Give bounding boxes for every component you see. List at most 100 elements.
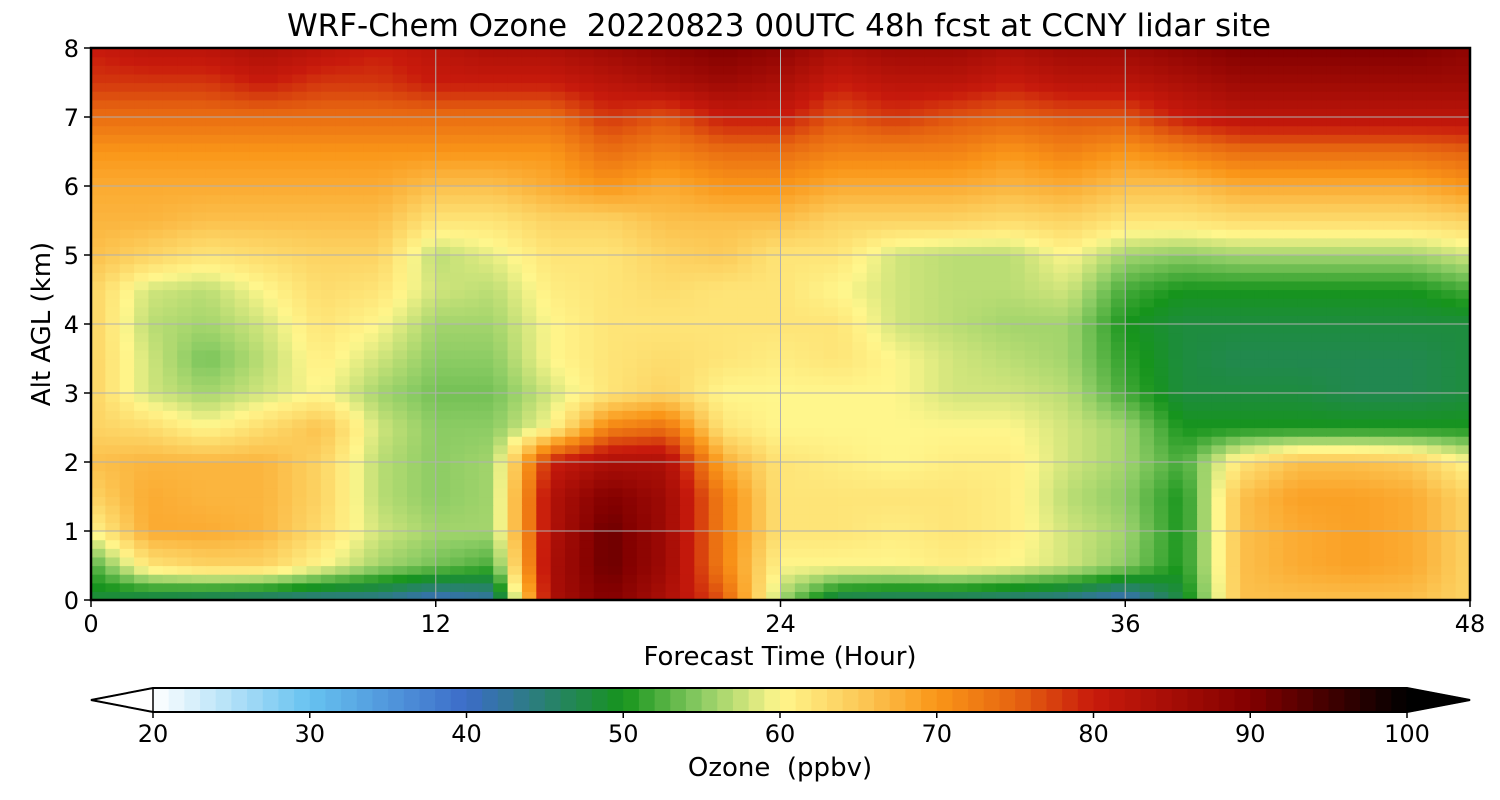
heatmap-cell bbox=[134, 142, 150, 153]
heatmap-cell bbox=[148, 220, 164, 230]
heatmap-cell bbox=[593, 393, 609, 403]
heatmap-cell bbox=[1211, 556, 1227, 567]
heatmap-cell bbox=[1039, 427, 1055, 437]
heatmap-cell bbox=[435, 582, 451, 592]
heatmap-cell bbox=[464, 393, 480, 403]
heatmap-cell bbox=[1355, 168, 1371, 178]
heatmap-cell bbox=[363, 315, 379, 325]
heatmap-cell bbox=[1441, 315, 1457, 325]
heatmap-cell bbox=[507, 591, 523, 600]
heatmap-cell bbox=[392, 436, 408, 446]
heatmap-cell bbox=[220, 470, 236, 480]
heatmap-cell bbox=[1254, 436, 1270, 446]
heatmap-cell bbox=[924, 168, 940, 178]
heatmap-cell bbox=[1412, 582, 1428, 592]
heatmap-cell bbox=[378, 324, 394, 334]
heatmap-cell bbox=[794, 591, 810, 600]
heatmap-cell bbox=[909, 453, 925, 463]
heatmap-cell bbox=[1240, 582, 1256, 592]
heatmap-cell bbox=[392, 453, 408, 463]
heatmap-cell bbox=[909, 427, 925, 437]
heatmap-cell bbox=[924, 462, 940, 472]
heatmap-cell bbox=[292, 315, 308, 325]
heatmap-cell bbox=[1355, 341, 1371, 351]
heatmap-cell bbox=[550, 375, 566, 385]
heatmap-cell bbox=[679, 565, 695, 575]
heatmap-cell bbox=[507, 453, 523, 463]
heatmap-cell bbox=[852, 539, 868, 549]
heatmap-cell bbox=[450, 410, 466, 420]
heatmap-cell bbox=[320, 298, 336, 308]
heatmap-cell bbox=[1297, 479, 1313, 489]
heatmap-cell bbox=[579, 263, 595, 273]
heatmap-cell bbox=[852, 298, 868, 308]
heatmap-cell bbox=[464, 160, 480, 170]
heatmap-cell bbox=[349, 186, 365, 196]
heatmap-cell bbox=[450, 462, 466, 472]
heatmap-cell bbox=[1168, 237, 1184, 247]
heatmap-cell bbox=[378, 332, 394, 342]
heatmap-cell bbox=[794, 427, 810, 437]
heatmap-cell bbox=[1225, 410, 1241, 420]
heatmap-cell bbox=[105, 565, 121, 575]
heatmap-cell bbox=[1010, 220, 1026, 230]
heatmap-cell bbox=[1168, 246, 1184, 256]
heatmap-cell bbox=[766, 220, 782, 230]
heatmap-cell bbox=[550, 565, 566, 575]
heatmap-cell bbox=[421, 298, 437, 308]
heatmap-cell bbox=[536, 151, 552, 161]
heatmap-cell bbox=[679, 487, 695, 498]
heatmap-cell bbox=[852, 505, 868, 515]
heatmap-cell bbox=[1326, 479, 1342, 489]
heatmap-cell bbox=[1153, 556, 1169, 567]
heatmap-cell bbox=[780, 186, 796, 196]
heatmap-cell bbox=[823, 168, 839, 178]
heatmap-cell bbox=[766, 531, 782, 541]
heatmap-cell bbox=[995, 393, 1011, 403]
heatmap-cell bbox=[292, 462, 308, 472]
heatmap-cell bbox=[665, 444, 681, 454]
heatmap-cell bbox=[866, 367, 882, 377]
heatmap-cell bbox=[205, 539, 221, 549]
heatmap-cell bbox=[809, 591, 825, 600]
heatmap-cell bbox=[162, 462, 178, 472]
heatmap-cell bbox=[1039, 263, 1055, 273]
heatmap-cell bbox=[766, 160, 782, 170]
heatmap-cell bbox=[320, 263, 336, 273]
heatmap-cell bbox=[1398, 367, 1414, 377]
heatmap-cell bbox=[794, 418, 810, 429]
heatmap-cell bbox=[1110, 229, 1126, 239]
heatmap-cell bbox=[392, 246, 408, 256]
heatmap-cell bbox=[148, 255, 164, 265]
heatmap-cell bbox=[148, 341, 164, 351]
heatmap-cell bbox=[1197, 272, 1213, 282]
heatmap-cell bbox=[91, 177, 106, 187]
heatmap-cell bbox=[952, 479, 968, 489]
heatmap-cell bbox=[1125, 393, 1141, 403]
heatmap-cell bbox=[809, 246, 825, 256]
heatmap-cell bbox=[1010, 479, 1026, 489]
heatmap-cell bbox=[521, 151, 537, 161]
heatmap-cell bbox=[1297, 211, 1313, 222]
heatmap-cell bbox=[608, 487, 624, 498]
heatmap-cell bbox=[1168, 436, 1184, 446]
heatmap-cell bbox=[1297, 401, 1313, 411]
heatmap-cell bbox=[205, 496, 221, 506]
heatmap-cell bbox=[723, 582, 738, 592]
heatmap-cell bbox=[737, 427, 753, 437]
heatmap-cell bbox=[1039, 393, 1055, 403]
heatmap-cell bbox=[1268, 582, 1284, 592]
heatmap-cell bbox=[464, 315, 480, 325]
heatmap-cell bbox=[320, 427, 336, 437]
heatmap-cell bbox=[924, 522, 940, 532]
heatmap-cell bbox=[1268, 203, 1284, 213]
heatmap-cell bbox=[1082, 548, 1098, 558]
heatmap-cell bbox=[191, 341, 207, 351]
heatmap-cell bbox=[1082, 298, 1098, 308]
heatmap-cell bbox=[909, 358, 925, 368]
heatmap-cell bbox=[1182, 289, 1198, 299]
heatmap-cell bbox=[981, 401, 997, 411]
heatmap-cell bbox=[1283, 462, 1299, 472]
heatmap-cell bbox=[1024, 324, 1040, 334]
heatmap-cell bbox=[1383, 168, 1399, 178]
